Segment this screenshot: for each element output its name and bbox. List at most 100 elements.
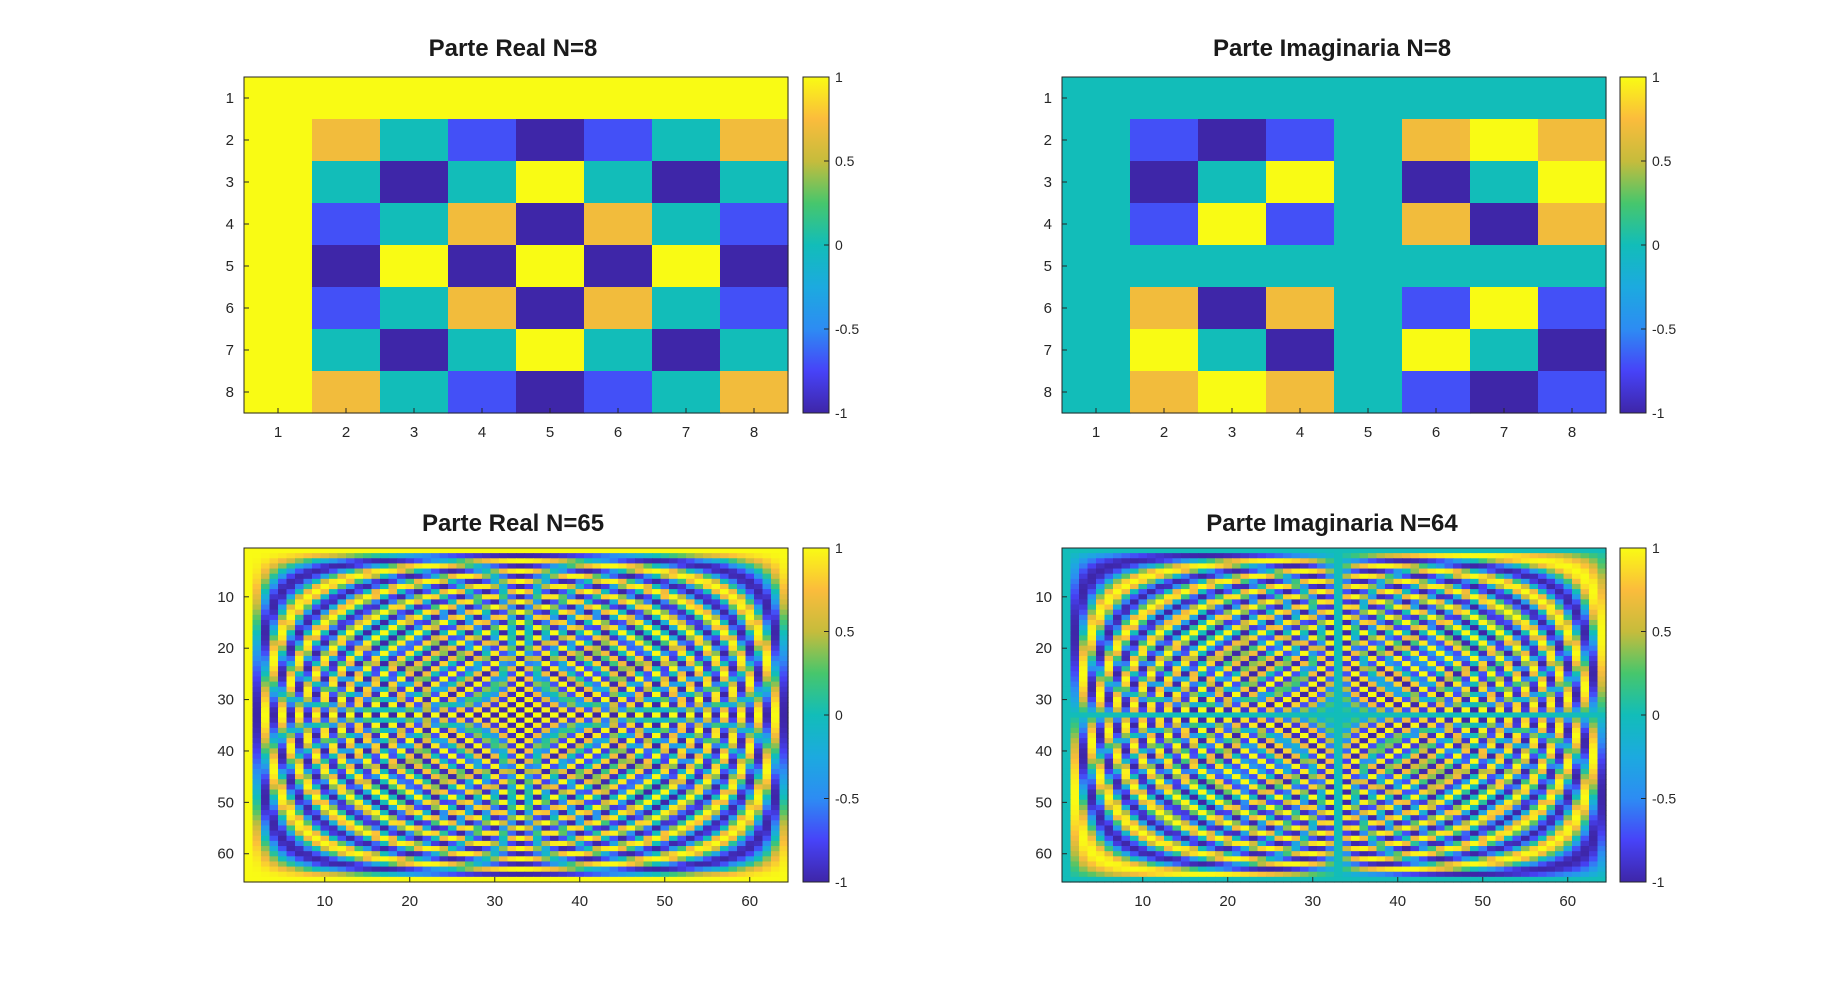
heatmap-cell: [380, 651, 389, 657]
heatmap-cell: [712, 825, 721, 831]
heatmap-cell: [601, 733, 610, 739]
heatmap-cell: [729, 635, 738, 641]
heatmap-cell: [414, 748, 423, 754]
heatmap-cell: [304, 856, 313, 862]
heatmap-cell: [516, 329, 585, 372]
heatmap-cell: [686, 872, 695, 878]
heatmap-cell: [397, 625, 406, 631]
heatmap-cell: [380, 682, 389, 688]
heatmap-cell: [1470, 329, 1539, 372]
heatmap-cell: [559, 851, 568, 857]
heatmap-cell: [720, 615, 729, 621]
heatmap-cell: [440, 656, 449, 662]
heatmap-cell: [780, 702, 789, 708]
heatmap-cell: [550, 810, 559, 816]
heatmap-cell: [763, 748, 772, 754]
heatmap-cell: [423, 553, 432, 559]
heatmap-cell: [652, 872, 661, 878]
heatmap-cell: [406, 630, 415, 636]
heatmap-cell: [644, 738, 653, 744]
heatmap-cell: [372, 805, 381, 811]
heatmap-cell: [559, 784, 568, 790]
heatmap-cell: [372, 692, 381, 698]
heatmap-cell: [508, 707, 517, 713]
heatmap-cell: [295, 831, 304, 837]
heatmap-cell: [652, 841, 661, 847]
heatmap-cell: [440, 861, 449, 867]
heatmap-cell: [261, 867, 270, 873]
heatmap-cell: [695, 563, 704, 569]
heatmap-cell: [678, 810, 687, 816]
heatmap-cell: [635, 805, 644, 811]
heatmap-cell: [703, 605, 712, 611]
heatmap-cell: [312, 733, 321, 739]
heatmap-cell: [482, 697, 491, 703]
heatmap-cell: [465, 795, 474, 801]
heatmap-cell: [669, 574, 678, 580]
heatmap-cell: [440, 743, 449, 749]
heatmap-cell: [321, 718, 330, 724]
heatmap-cell: [270, 738, 279, 744]
heatmap-cell: [746, 795, 755, 801]
heatmap-cell: [601, 748, 610, 754]
heatmap-cell: [627, 831, 636, 837]
heatmap-cell: [780, 682, 789, 688]
heatmap-cell: [397, 558, 406, 564]
heatmap-cell: [516, 203, 585, 246]
heatmap-cell: [746, 625, 755, 631]
heatmap-cell: [508, 748, 517, 754]
heatmap-cell: [465, 769, 474, 775]
heatmap-cell: [1402, 558, 1411, 564]
heatmap-cell: [618, 805, 627, 811]
heatmap-cell: [278, 738, 287, 744]
heatmap-cell: [321, 605, 330, 611]
heatmap-cell: [644, 831, 653, 837]
heatmap-cell: [346, 569, 355, 575]
heatmap-cell: [516, 676, 525, 682]
heatmap-cell: [550, 610, 559, 616]
heatmap-cell: [712, 795, 721, 801]
heatmap-cell: [746, 569, 755, 575]
heatmap-cell: [542, 759, 551, 765]
heatmap-cell: [457, 872, 466, 878]
heatmap-cell: [627, 615, 636, 621]
heatmap-cell: [780, 841, 789, 847]
heatmap-cell: [754, 856, 763, 862]
heatmap-cell: [593, 615, 602, 621]
heatmap-cell: [457, 563, 466, 569]
heatmap-cell: [516, 666, 525, 672]
heatmap-cell: [508, 825, 517, 831]
heatmap-cell: [559, 805, 568, 811]
heatmap-cell: [669, 748, 678, 754]
heatmap-cell: [720, 77, 789, 120]
heatmap-cell: [780, 723, 789, 729]
heatmap-cell: [576, 759, 585, 765]
heatmap-cell: [457, 666, 466, 672]
heatmap-cell: [499, 815, 508, 821]
heatmap-cell: [465, 687, 474, 693]
y-tick-label: 30: [217, 692, 234, 709]
heatmap-cell: [1368, 589, 1377, 595]
heatmap-cell: [278, 610, 287, 616]
heatmap-cell: [321, 569, 330, 575]
heatmap-cell: [397, 584, 406, 590]
heatmap-cell: [542, 548, 551, 554]
heatmap-cell: [542, 646, 551, 652]
heatmap-cell: [355, 697, 364, 703]
heatmap-cell: [542, 795, 551, 801]
heatmap-cell: [482, 810, 491, 816]
heatmap-cell: [567, 769, 576, 775]
heatmap-cell: [508, 851, 517, 857]
heatmap-cell: [669, 671, 678, 677]
heatmap-cell: [550, 784, 559, 790]
heatmap-cell: [474, 563, 483, 569]
heatmap-cell: [321, 841, 330, 847]
heatmap-cell: [278, 810, 287, 816]
colorbar-tick-label: 0.5: [835, 624, 855, 640]
heatmap-cell: [763, 779, 772, 785]
heatmap-cell: [491, 867, 500, 873]
heatmap-cell: [253, 605, 262, 611]
heatmap-cell: [567, 867, 576, 873]
heatmap-cell: [627, 841, 636, 847]
heatmap-cell: [406, 733, 415, 739]
